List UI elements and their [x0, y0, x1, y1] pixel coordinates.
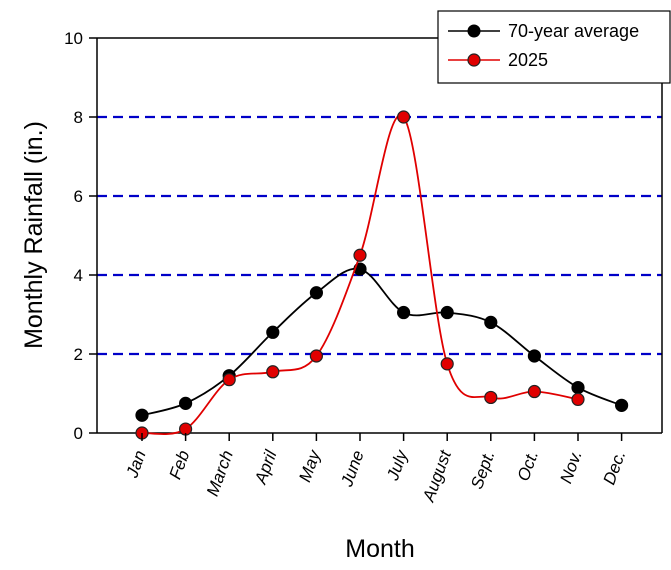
y-tick-label: 4	[74, 266, 83, 285]
axes	[96, 37, 663, 434]
data-point	[266, 365, 280, 379]
legend-entry-2025: 2025	[448, 50, 548, 70]
data-point	[484, 390, 498, 405]
data-point	[397, 305, 411, 320]
data-point	[309, 286, 323, 300]
data-point	[571, 392, 585, 407]
legend-label-average: 70-year average	[508, 21, 639, 41]
x-tick-label: April	[251, 447, 281, 488]
x-axis-title: Month	[345, 535, 414, 563]
legend-entry-average: 70-year average	[448, 21, 639, 41]
data-point	[527, 384, 542, 399]
x-tick-label: Feb	[165, 448, 193, 482]
x-tick-label: March	[203, 448, 237, 499]
data-point	[309, 349, 323, 363]
y-tick-label: 8	[74, 108, 83, 127]
data-point	[440, 305, 454, 320]
data-point	[484, 315, 498, 329]
data-point	[353, 248, 367, 262]
x-tick-label: Sept.	[467, 448, 498, 492]
data-point	[527, 349, 542, 363]
series-layer	[135, 110, 629, 440]
data-point	[266, 325, 280, 339]
y-tick-label: 2	[74, 345, 83, 364]
y-tick-label: 0	[74, 424, 83, 443]
y-tick-label: 10	[64, 29, 83, 48]
data-point	[571, 380, 585, 395]
data-point	[397, 110, 411, 124]
x-tick-label: May	[295, 446, 324, 484]
data-point	[179, 396, 193, 410]
x-tick-label: Dec.	[600, 448, 630, 487]
data-point	[440, 357, 454, 371]
data-point	[614, 398, 629, 412]
legend-marker-average	[467, 24, 481, 38]
series-1	[135, 110, 585, 440]
x-tick-label: June	[337, 448, 368, 490]
x-tick-label: July	[383, 446, 412, 483]
legend-label-2025: 2025	[508, 50, 548, 70]
y-axis-title: Monthly Rainfall (in.)	[20, 121, 48, 349]
x-tick-label: Oct.	[514, 448, 543, 484]
x-tick-label: Nov.	[556, 448, 585, 486]
data-point	[135, 408, 149, 422]
legend: 70-year average 2025	[437, 10, 671, 84]
legend-box	[437, 10, 671, 84]
y-tick-label: 6	[74, 187, 83, 206]
gridlines	[97, 115, 662, 356]
series-0	[135, 262, 629, 422]
data-point	[222, 373, 236, 387]
legend-marker-2025	[467, 53, 481, 67]
x-tick-label: Jan	[122, 448, 150, 481]
x-tick-label: August	[419, 447, 456, 505]
